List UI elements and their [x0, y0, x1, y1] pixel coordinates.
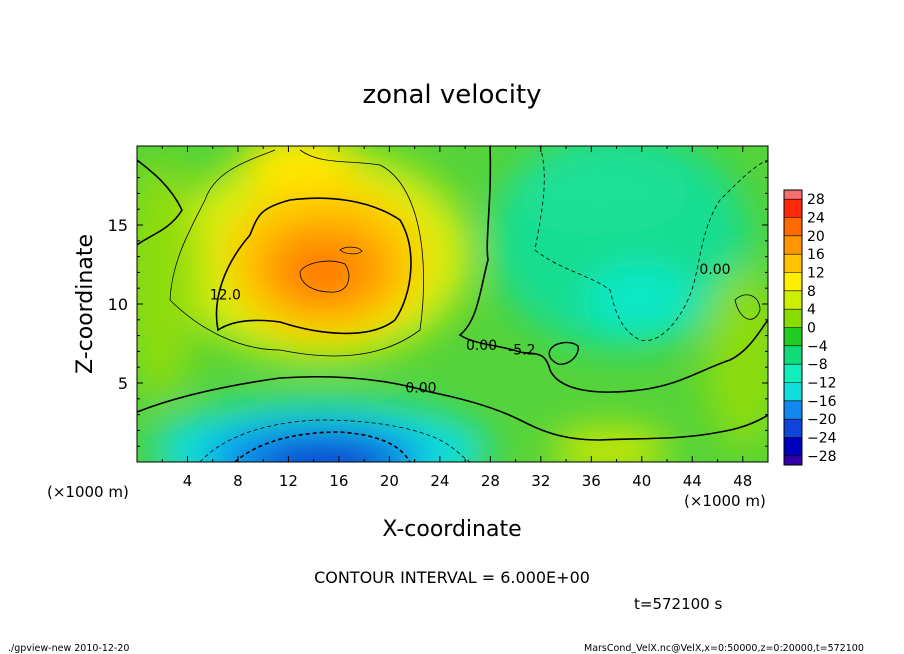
contour-label-1: 0.00: [699, 262, 730, 278]
colorbar-label-14: −28: [807, 449, 837, 465]
colorbar-label-11: −16: [807, 394, 837, 410]
contour-label-3: -5.2: [508, 343, 535, 359]
colorbar-swatch-10: [784, 364, 802, 383]
y-axis-label: Z-coordinate: [73, 234, 98, 374]
field-blob-pos-se: [550, 428, 670, 462]
contour-neg12-low: [234, 431, 411, 462]
colorbar-label-7: 0: [807, 321, 816, 337]
y-tick-label-0: 5: [118, 374, 128, 393]
contour-labels: 12.0 0.00 0.00 -5.2 0.00: [210, 262, 731, 397]
colorbar-swatch-12: [784, 400, 802, 420]
plot-area: 12.0 0.00 0.00 -5.2 0.00: [136, 145, 769, 463]
field-blob-neg-low-core: [255, 443, 395, 462]
colorbar: 28 24 20 16 12 8 4 0 −4 −8 −12 −16 −20 −24 −28: [783, 189, 837, 466]
x-unit-right: (×1000 m): [684, 492, 766, 510]
contour-label-4: 0.00: [405, 380, 436, 396]
colorbar-swatch-14: [784, 437, 802, 456]
x-tick-label-8: 36: [582, 472, 601, 490]
x-axis-label: X-coordinate: [382, 517, 521, 542]
contour-0-west: [137, 159, 183, 246]
x-unit-left: (×1000 m): [47, 483, 129, 501]
field-blob-top: [245, 146, 355, 190]
colorbar-label-4: 12: [807, 266, 825, 282]
contour-0-main: [458, 146, 768, 393]
x-tick-label-5: 24: [430, 472, 449, 490]
velocity-field: [137, 146, 768, 462]
colorbar-swatch-5: [784, 272, 802, 291]
y-tick-label-1: 10: [108, 295, 128, 314]
contour-lines: [137, 146, 768, 462]
y-tick-label-2: 15: [108, 216, 128, 235]
x-tick-label-2: 12: [279, 472, 298, 490]
colorbar-swatch-8: [784, 327, 802, 346]
contour-label-2: 0.00: [466, 338, 497, 354]
contour-label-0: 12.0: [210, 287, 241, 303]
field-blob-neg-ne-core: [585, 265, 695, 335]
colorbar-label-10: −12: [807, 376, 837, 392]
y-axis: 5 10 15: [108, 161, 768, 447]
colorbar-swatch-3: [784, 235, 802, 255]
contour-18: [299, 260, 350, 293]
x-tick-label-10: 44: [683, 472, 702, 490]
colorbar-label-1: 24: [807, 211, 825, 227]
colorbar-label-13: −24: [807, 431, 837, 447]
time-label: t=572100 s: [634, 595, 722, 613]
x-tick-label-3: 16: [329, 472, 348, 490]
field-blob-left: [137, 160, 200, 400]
contour-0-island: [548, 341, 579, 365]
colorbar-label-9: −8: [807, 357, 828, 373]
x-tick-label-9: 40: [632, 472, 651, 490]
chart-title: zonal velocity: [362, 80, 541, 110]
colorbar-swatch-9: [784, 345, 802, 365]
contour-neg6-ne: [534, 146, 768, 341]
colorbar-label-5: 8: [807, 284, 816, 300]
colorbar-label-0: 28: [807, 192, 825, 208]
colorbar-swatch-2: [784, 217, 802, 236]
contour-18b: [339, 246, 363, 255]
x-tick-label-1: 8: [233, 472, 243, 490]
x-axis: 4 8 12 16 20 24 28 32 36 40 44 48: [161, 146, 752, 490]
contour-0-lower: [137, 375, 768, 441]
field-blob-neg-ne-top: [510, 146, 690, 235]
footer-right: MarsCond_VelX.nc@VelX,x=0:50000,z=0:2000…: [584, 643, 864, 654]
colorbar-swatch-13: [784, 419, 802, 438]
x-tick-label-4: 20: [380, 472, 399, 490]
colorbar-label-12: −20: [807, 412, 837, 428]
colorbar-swatch-0: [784, 190, 802, 200]
x-tick-label-7: 32: [531, 472, 550, 490]
colorbar-swatch-7: [784, 309, 802, 328]
contour-12: [215, 197, 412, 335]
x-tick-label-11: 48: [733, 472, 752, 490]
contour-interval: CONTOUR INTERVAL = 6.000E+00: [314, 568, 590, 587]
colorbar-label-6: 4: [807, 302, 816, 318]
x-tick-label-6: 28: [481, 472, 500, 490]
field-blob-right: [705, 270, 768, 450]
footer-left: ./gpview-new 2010-12-20: [8, 643, 129, 654]
contour-6-right: [734, 294, 761, 320]
colorbar-swatch-11: [784, 382, 802, 401]
colorbar-swatch-4: [784, 254, 802, 273]
colorbar-label-2: 20: [807, 229, 825, 245]
colorbar-label-8: −4: [807, 339, 828, 355]
x-tick-label-0: 4: [183, 472, 193, 490]
contour-neg6-low: [199, 419, 471, 462]
contour-6: [169, 149, 424, 357]
colorbar-swatch-6: [784, 290, 802, 310]
colorbar-swatch-15: [784, 455, 802, 465]
colorbar-label-3: 16: [807, 247, 825, 263]
colorbar-swatch-1: [784, 199, 802, 218]
